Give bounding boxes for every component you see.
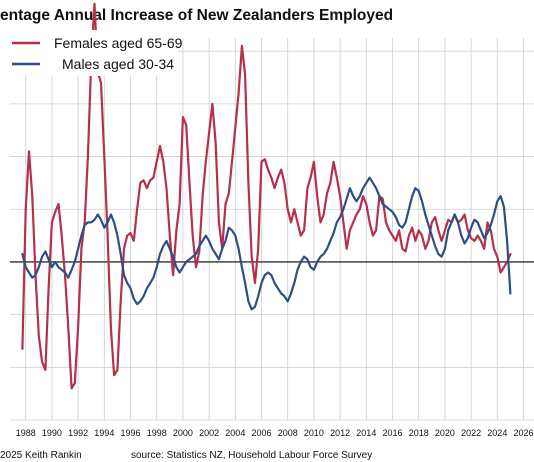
gridlines (10, 38, 534, 421)
x-tick-label-2008: 2008 (278, 428, 298, 438)
x-tick-label-1998: 1998 (147, 428, 167, 438)
x-tick-label-2020: 2020 (435, 428, 455, 438)
x-tick-label-2014: 2014 (356, 428, 376, 438)
series-line-females-65-69 (21, 2, 512, 390)
x-tick-label-1994: 1994 (94, 428, 114, 438)
x-tick-label-1992: 1992 (68, 428, 88, 438)
x-tick-label-1988: 1988 (16, 428, 36, 438)
x-tick-label-2018: 2018 (409, 428, 429, 438)
x-tick-label-2026: 2026 (514, 428, 534, 438)
legend-label-females: Females aged 65-69 (54, 35, 183, 51)
x-tick-label-2010: 2010 (304, 428, 324, 438)
footer-source: source: Statistics NZ, Household Labour … (131, 450, 372, 461)
x-tick-label-2002: 2002 (199, 428, 219, 438)
x-tick-label-2000: 2000 (173, 428, 193, 438)
x-tick-label-2006: 2006 (252, 428, 272, 438)
x-tick-label-2022: 2022 (461, 428, 481, 438)
series-lines (21, 2, 512, 390)
x-tick-label-1996: 1996 (121, 428, 141, 438)
series-line-males-30-34 (21, 176, 512, 311)
legend-background (8, 30, 178, 76)
legend: Females aged 65-69 Males aged 30-34 (8, 30, 183, 76)
x-tick-label-1990: 1990 (42, 428, 62, 438)
x-tick-label-2024: 2024 (487, 428, 507, 438)
x-tick-label-2012: 2012 (330, 428, 350, 438)
x-tick-label-2016: 2016 (383, 428, 403, 438)
legend-label-males: Males aged 30-34 (62, 56, 174, 72)
x-tick-labels: 1988 1990 1992 1994 1996 1998 2000 2002 2004 2006… (16, 428, 534, 438)
chart-title: entage Annual Increase of New Zealanders… (0, 7, 393, 24)
footer-copyright: 2025 Keith Rankin (0, 450, 82, 461)
x-tick-label-2004: 2004 (225, 428, 245, 438)
